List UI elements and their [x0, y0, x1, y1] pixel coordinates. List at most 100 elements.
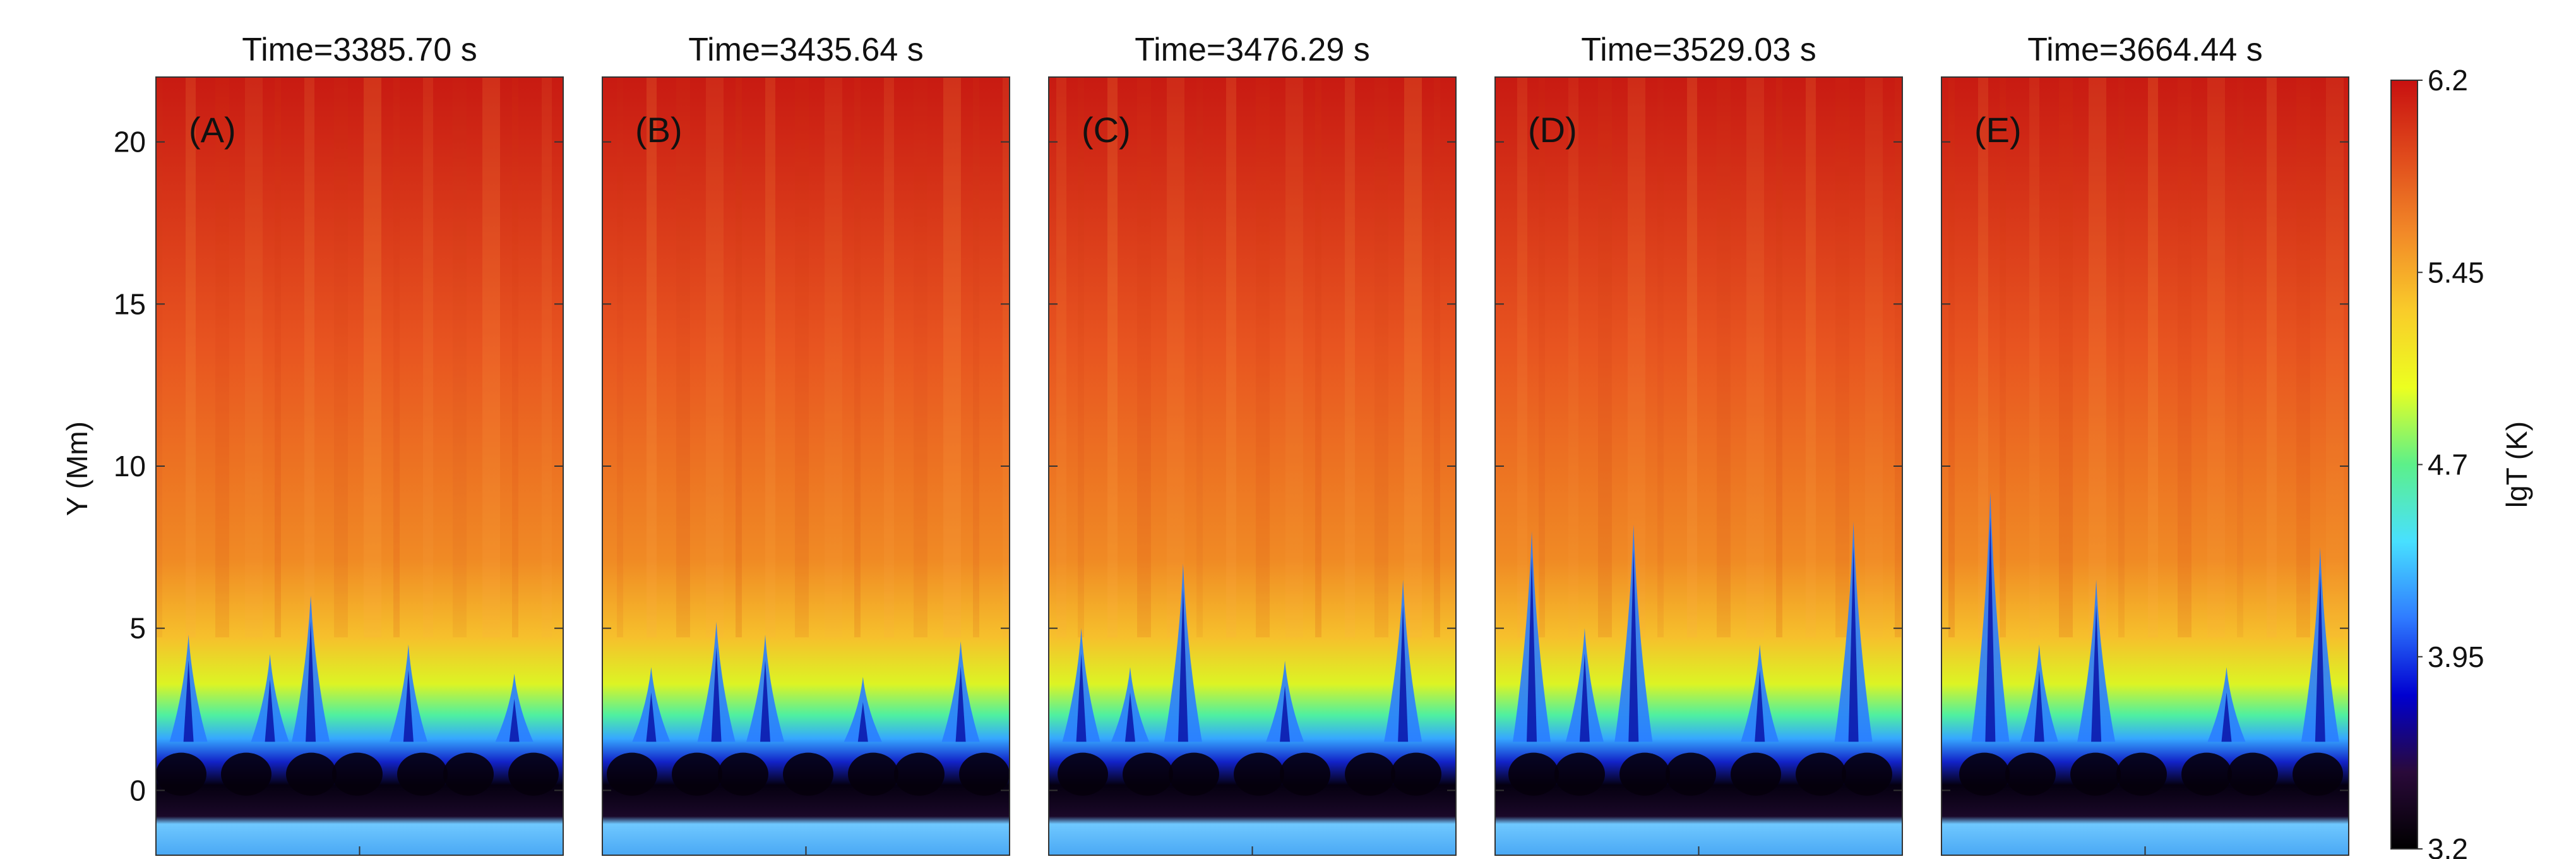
- panel-title: Time=3476.29 s: [1135, 32, 1369, 68]
- cool-blob: [1666, 752, 1716, 796]
- cool-blob: [2116, 752, 2167, 796]
- streak: [1003, 77, 1010, 638]
- cool-blob: [607, 752, 657, 796]
- panel-b: Time=3435.64 s (B): [602, 32, 1010, 856]
- spicule-core: [2091, 604, 2102, 742]
- spicule-core: [1755, 670, 1765, 742]
- panel-d: Time=3529.03 s (D): [1494, 32, 1903, 856]
- streak: [1948, 77, 1955, 638]
- cool-blob: [2293, 752, 2343, 796]
- streak: [334, 77, 348, 638]
- y-axis-label: Y (Mm): [61, 421, 93, 516]
- streak: [617, 77, 623, 638]
- spicule-core: [1848, 546, 1859, 742]
- cool-blob: [397, 752, 448, 796]
- streak: [2089, 77, 2106, 638]
- cool-blob: [2005, 752, 2056, 796]
- panel-c: Time=3476.29 s (C): [1048, 32, 1457, 856]
- panel-label: (B): [635, 110, 683, 150]
- streak: [1226, 77, 1236, 638]
- cool-blob: [848, 752, 898, 796]
- colorbar-tick-label: 6.2: [2428, 64, 2468, 97]
- streak: [1285, 77, 1303, 638]
- temperature-field: [602, 77, 1010, 855]
- streak: [1256, 77, 1270, 638]
- streak: [2267, 77, 2277, 638]
- panel-e: Time=3664.44 s (E): [1941, 32, 2349, 856]
- spicule-core: [1579, 653, 1590, 742]
- streak: [245, 77, 263, 638]
- panel-heatmap: [1495, 77, 1902, 855]
- colorbar-tick-label: 3.2: [2428, 832, 2468, 859]
- cool-blob: [1058, 752, 1108, 796]
- temperature-field: [156, 77, 563, 855]
- cool-blob: [1280, 752, 1330, 796]
- streak: [973, 77, 979, 638]
- streak: [1167, 77, 1184, 638]
- spicule-core: [760, 659, 770, 742]
- colorbar-scale: [2390, 80, 2418, 850]
- streak: [647, 77, 657, 638]
- streak: [1137, 77, 1151, 638]
- spicule-core: [711, 647, 722, 742]
- streak: [1657, 77, 1664, 638]
- panel-label: (C): [1082, 110, 1131, 150]
- streak: [1404, 77, 1422, 638]
- streak: [1107, 77, 1118, 638]
- spicule-core: [1076, 653, 1087, 742]
- streak: [423, 77, 433, 638]
- streak: [304, 77, 314, 638]
- temperature-field: [1941, 77, 2349, 855]
- spicule-core: [1398, 604, 1409, 742]
- streak: [512, 77, 518, 638]
- cool-blob: [672, 752, 722, 796]
- streak: [2118, 77, 2125, 638]
- cool-blob: [783, 752, 833, 796]
- spicule-core: [1280, 686, 1291, 742]
- panel-heatmap: [1941, 77, 2349, 855]
- temperature-field: [1495, 77, 1902, 855]
- streak: [2296, 77, 2310, 638]
- panel-label: (A): [189, 110, 236, 150]
- y-axis-ticks: 0 5 10 15 20: [114, 126, 146, 807]
- streak: [2237, 77, 2243, 638]
- panel-title: Time=3385.70 s: [242, 32, 477, 68]
- spicule-core: [1985, 517, 1996, 742]
- streak: [156, 77, 162, 638]
- cool-blob: [1345, 752, 1395, 796]
- spicule-core: [1125, 692, 1135, 742]
- cool-blob: [1554, 752, 1605, 796]
- streak: [275, 77, 281, 638]
- streak: [765, 77, 775, 638]
- panel-title: Time=3664.44 s: [2027, 32, 2262, 68]
- cool-blob: [1842, 752, 1892, 796]
- streak: [884, 77, 894, 638]
- spicule-core: [1628, 550, 1639, 742]
- streak: [1628, 77, 1645, 638]
- cool-blob: [894, 752, 945, 796]
- streak: [1539, 77, 1545, 638]
- streak: [364, 77, 381, 638]
- streak: [1776, 77, 1782, 638]
- streak: [1315, 77, 1321, 638]
- streak: [676, 77, 690, 638]
- y-tick-label: 15: [114, 287, 146, 320]
- colorbar-label: lgT (K): [2500, 421, 2533, 508]
- spicule-core: [509, 699, 520, 742]
- cool-blob: [221, 752, 271, 796]
- colorbar-tick-label: 5.45: [2428, 256, 2484, 289]
- spicule-core: [403, 670, 414, 742]
- cool-blob: [1169, 752, 1219, 796]
- cool-blob: [508, 752, 559, 796]
- streak: [854, 77, 861, 638]
- cool-blob: [1731, 752, 1781, 796]
- spicule-core: [1527, 556, 1537, 742]
- spicule-core: [955, 666, 966, 742]
- spicule-core: [265, 679, 275, 742]
- streak: [1434, 77, 1440, 638]
- streak: [2178, 77, 2191, 638]
- streak: [1517, 77, 1527, 638]
- y-tick-label: 0: [129, 774, 146, 807]
- streak: [1746, 77, 1764, 638]
